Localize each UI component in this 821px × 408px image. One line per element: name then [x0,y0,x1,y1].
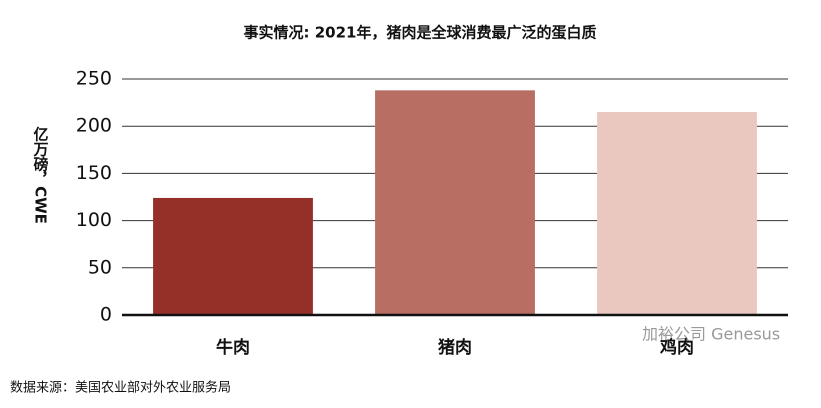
y-axis-label: 亿万磅，CWE [32,125,50,224]
bar [375,90,535,315]
x-tick-label: 猪肉 [438,337,472,358]
y-tick-label: 150 [76,162,112,184]
y-tick-label: 0 [100,304,112,326]
bar [153,197,313,315]
y-tick-label: 50 [88,256,112,278]
watermark: 加裕公司 Genesus [642,325,780,344]
x-tick-label: 鸡肉 [659,337,694,358]
x-tick-label: 牛肉 [216,337,250,358]
y-tick-label: 250 [76,68,112,90]
source-note: 数据来源：美国农业部对外农业服务局 [10,380,231,396]
chart-title: 事实情况: 2021年，猪肉是全球消费最广泛的蛋白质 [244,24,597,42]
y-tick-label: 100 [76,209,112,231]
y-tick-label: 200 [76,115,112,137]
bar [597,112,757,315]
